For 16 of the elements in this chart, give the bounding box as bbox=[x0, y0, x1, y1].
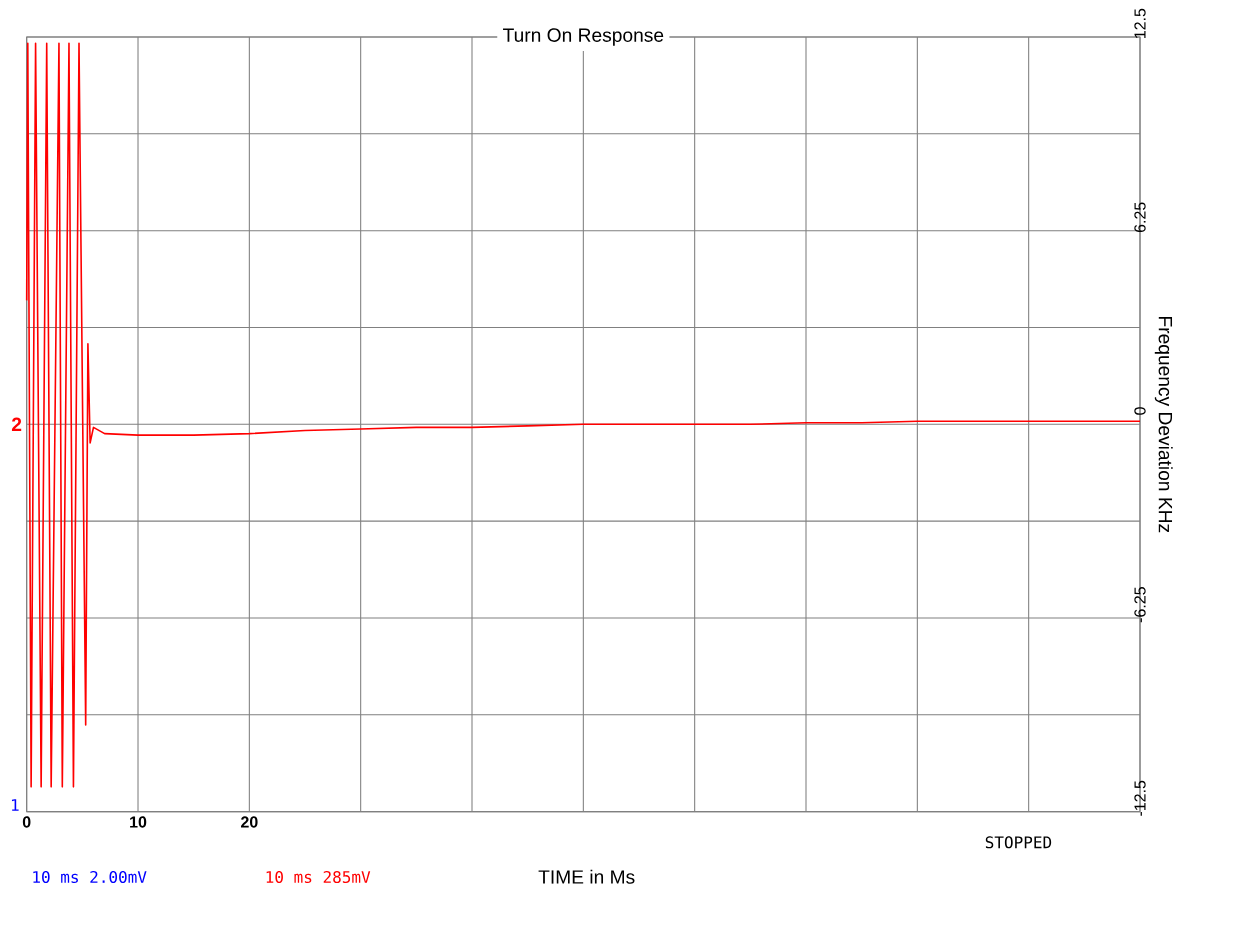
x-tick-label: 20 bbox=[241, 816, 258, 828]
y-tick-label: -12.5 bbox=[1134, 780, 1146, 816]
y-tick-label: 6.25 bbox=[1134, 202, 1146, 233]
y-tick-label: -6.25 bbox=[1134, 587, 1146, 623]
annotation: 2 bbox=[11, 417, 22, 432]
y-tick-label: 0 bbox=[1134, 407, 1146, 415]
text: STOPPED bbox=[985, 836, 1052, 849]
x-axis-title: TIME in Ms bbox=[538, 869, 635, 884]
chart-title: Turn On Response bbox=[503, 28, 664, 46]
text: 1 bbox=[11, 799, 19, 811]
text: 10 ms 2.00mV bbox=[33, 870, 147, 884]
y-tick-label: 12.5 bbox=[1134, 8, 1146, 39]
text: 10 ms 285mV bbox=[266, 870, 371, 884]
x-tick-label: 0 bbox=[22, 816, 31, 828]
x-tick-label: 10 bbox=[130, 816, 147, 828]
y-axis-title: Frequency Deviation KHz bbox=[1154, 317, 1173, 533]
